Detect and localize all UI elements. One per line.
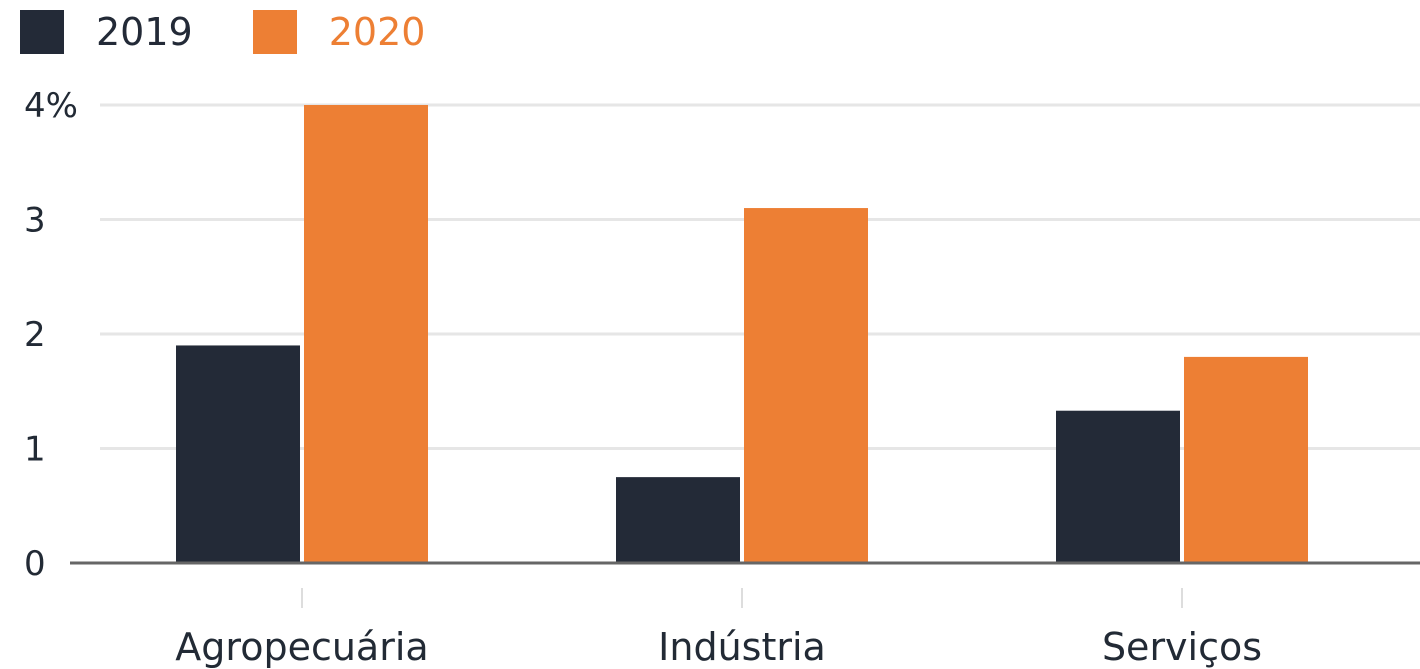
y-tick-label-1: 1 bbox=[24, 430, 46, 470]
bar-2020-1 bbox=[744, 208, 868, 564]
bar-2020-2 bbox=[1184, 356, 1308, 563]
bar-2020-0 bbox=[304, 105, 428, 563]
y-tick-label-2: 2 bbox=[24, 315, 46, 355]
legend-item-2020: 2020 bbox=[252, 8, 426, 56]
legend-swatch-2020 bbox=[252, 10, 297, 54]
legend-item-2019: 2019 bbox=[20, 8, 193, 56]
y-tick-label-3: 3 bbox=[24, 201, 46, 241]
x-category-label-0: Agropecuária bbox=[175, 625, 428, 669]
y-tick-label-4: 4% bbox=[24, 86, 78, 126]
y-tick-label-0: 0 bbox=[24, 544, 46, 584]
bar-2019-2 bbox=[1056, 410, 1180, 563]
x-category-label-2: Serviços bbox=[1102, 625, 1262, 669]
legend-swatch-2019 bbox=[20, 10, 64, 54]
legend: 2019 2020 bbox=[20, 8, 485, 56]
bar-2019-0 bbox=[176, 345, 300, 563]
bar-2019-1 bbox=[616, 477, 740, 563]
legend-label-2020: 2020 bbox=[328, 10, 426, 54]
legend-label-2019: 2019 bbox=[96, 10, 193, 54]
x-category-label-1: Indústria bbox=[658, 625, 826, 669]
